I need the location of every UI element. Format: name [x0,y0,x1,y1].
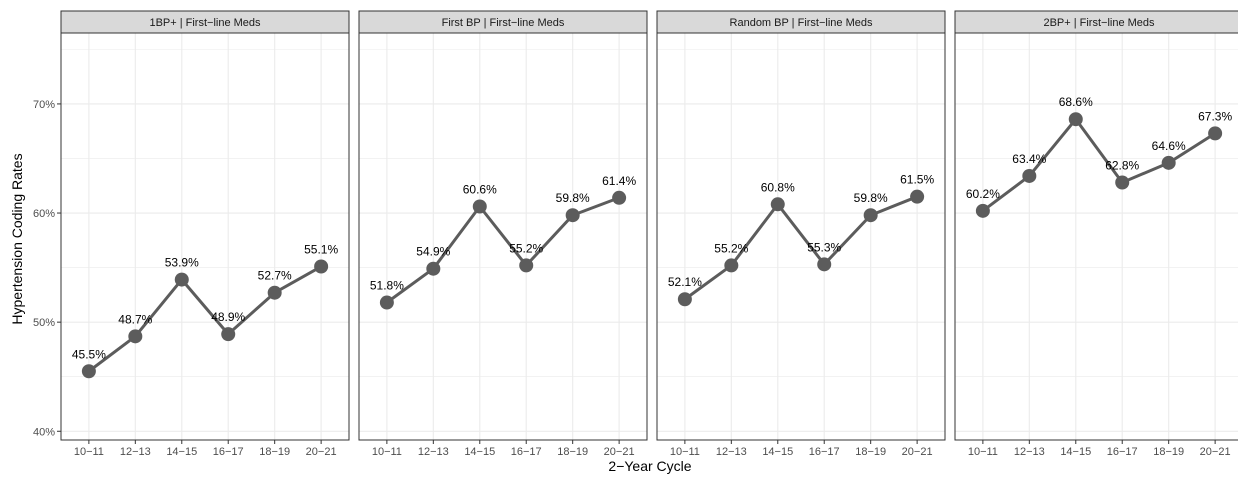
data-label: 51.8% [370,279,404,293]
data-label: 52.7% [258,269,292,283]
series-line [87,265,322,373]
facet-panel: 1BP+ | First−line Meds 45.5% 48.7% 53.9% 48.… [60,10,350,458]
data-label: 48.7% [118,312,152,326]
data-point [863,208,878,223]
facet-title: Random BP | First−line Meds [730,17,873,29]
data-label: 55.3% [807,240,841,254]
facet-panels: 40% 50% 60% 70% 1BP+ | First−line Meds 45.5% 4… [33,10,1238,458]
y-tick-label: 60% [33,208,55,220]
x-tick-label: 14−15 [762,446,793,458]
facet-panel: 2BP+ | First−line Meds 60.2% 63.4% 68.6% 62.… [954,10,1238,458]
data-point [975,203,990,218]
data-point [1208,126,1223,141]
x-axis-title: 2−Year Cycle [608,458,691,474]
series-line [385,196,620,304]
x-tick-label: 20−21 [902,446,933,458]
facet-panel: First BP | First−line Meds 51.8% 54.9% 60.6… [358,10,648,458]
y-tick-label: 50% [33,317,55,329]
y-tick-label: 70% [33,99,55,111]
x-tick-label: 18−19 [557,446,588,458]
data-label: 60.2% [966,187,1000,201]
data-point [724,258,739,273]
x-tick-label: 18−19 [259,446,290,458]
series-line [683,195,918,301]
x-tick-label: 12−13 [1014,446,1045,458]
x-tick-label: 12−13 [120,446,151,458]
x-tick-label: 16−17 [809,446,840,458]
panel-background [955,33,1238,440]
facet-title: 2BP+ | First−line Meds [1043,17,1155,29]
x-tick-label: 16−17 [213,446,244,458]
data-point [1022,168,1037,183]
data-label: 63.4% [1012,152,1046,166]
x-tick-label: 12−13 [418,446,449,458]
data-label: 45.5% [72,347,106,361]
series-line [981,117,1216,213]
x-tick-label: 20−21 [604,446,635,458]
x-tick-label: 14−15 [464,446,495,458]
x-tick-label: 10−11 [968,446,998,458]
x-tick-label: 18−19 [855,446,886,458]
data-label: 53.9% [165,256,199,270]
data-point [174,272,189,287]
panel-border [60,32,350,441]
data-label: 68.6% [1059,95,1093,109]
panel-border [358,32,648,441]
facet-panel: Random BP | First−line Meds 52.1% 55.2% 60.… [656,10,946,458]
data-point [128,329,143,344]
data-point [565,208,580,223]
data-point [267,285,282,300]
data-label: 67.3% [1198,109,1232,123]
data-label: 59.8% [556,191,590,205]
data-label: 54.9% [416,245,450,259]
data-point [1161,155,1176,170]
x-tick-label: 20−21 [306,446,337,458]
data-label: 61.5% [900,173,934,187]
panel-border [656,32,946,441]
x-tick-label: 16−17 [1107,446,1138,458]
x-tick-label: 14−15 [1060,446,1091,458]
data-label: 60.6% [463,182,497,196]
data-point [426,261,441,276]
data-label: 55.2% [714,241,748,255]
data-point [519,258,534,273]
data-point [910,189,925,204]
x-tick-label: 10−11 [670,446,700,458]
data-point [677,292,692,307]
x-tick-label: 18−19 [1153,446,1184,458]
x-tick-label: 10−11 [372,446,402,458]
data-point [472,199,487,214]
data-point [1068,112,1083,127]
data-point [81,364,96,379]
data-point [817,257,832,272]
data-label: 55.2% [509,241,543,255]
x-tick-label: 12−13 [716,446,747,458]
data-label: 59.8% [854,191,888,205]
data-label: 64.6% [1152,139,1186,153]
data-point [221,327,236,342]
panel-border [954,32,1238,441]
data-point [379,295,394,310]
facet-title: 1BP+ | First−line Meds [149,17,261,29]
data-point [612,190,627,205]
panel-background [61,33,349,440]
data-point [1115,175,1130,190]
data-point [314,259,329,274]
data-label: 48.9% [211,310,245,324]
x-tick-label: 14−15 [166,446,197,458]
data-label: 52.1% [668,275,702,289]
y-axis-title: Hypertension Coding Rates [9,153,25,324]
facet-title: First BP | First−line Meds [442,17,565,29]
y-tick-label: 40% [33,426,55,438]
x-tick-label: 16−17 [511,446,542,458]
data-point [770,197,785,212]
data-label: 55.1% [304,243,338,257]
data-label: 61.4% [602,174,636,188]
x-tick-label: 10−11 [74,446,104,458]
data-label: 62.8% [1105,158,1139,172]
data-label: 60.8% [761,180,795,194]
x-tick-label: 20−21 [1200,446,1231,458]
